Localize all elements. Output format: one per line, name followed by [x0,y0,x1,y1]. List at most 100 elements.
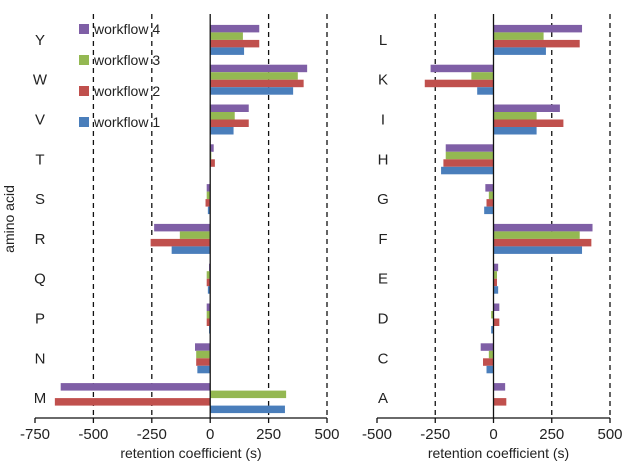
right-bar-C-workflow-1 [486,365,494,374]
left-category-label: M [34,390,47,407]
right-bar-E-workflow-4 [493,263,499,272]
right-bar-F-workflow-1 [493,246,583,254]
right-bar-C-workflow-3 [488,350,494,359]
legend-swatch-workflow-4 [79,24,89,34]
left-bar-P-workflow-3 [206,311,211,319]
right-bar-I-workflow-4 [493,104,560,112]
right-category-label: D [378,311,389,328]
right-bar-D-workflow-1 [491,326,494,334]
right-bar-H-workflow-1 [441,166,494,175]
right-x-axis-title: retention coefficient (s) [428,445,569,461]
right-bar-K-workflow-2 [424,79,494,88]
right-bar-G-workflow-1 [484,206,494,215]
left-bar-Y-workflow-2 [210,39,260,48]
legend-swatch-workflow-2 [79,86,89,96]
left-bar-P-workflow-4 [206,303,211,311]
left-category-label: V [35,112,45,129]
right-category-label: I [381,112,385,129]
left-y-axis-title: amino acid [1,185,17,253]
left-bar-Q-workflow-1 [207,286,211,294]
left-bar-N-workflow-2 [196,358,211,366]
right-category-label: H [378,151,389,168]
left-category-label: T [35,151,44,168]
left-bar-M-workflow-4 [60,383,211,391]
right-bar-E-workflow-3 [493,271,497,279]
left-bar-P-workflow-2 [206,318,211,326]
right-bar-K-workflow-3 [471,72,494,80]
right-bar-I-workflow-2 [493,119,564,127]
left-bar-R-workflow-3 [179,231,211,239]
legend-label-workflow-2: workflow 2 [93,83,160,99]
left-bar-R-workflow-4 [154,223,211,232]
right-bar-L-workflow-4 [493,24,583,33]
right-category-label: K [378,72,388,89]
left-x-tick-label: 500 [314,426,339,443]
legend-label-workflow-4: workflow 4 [93,21,160,37]
legend-swatch-workflow-3 [79,55,89,65]
right-bar-C-workflow-2 [483,358,494,366]
right-bar-H-workflow-2 [443,159,494,167]
left-bar-M-workflow-2 [54,398,211,406]
left-bar-W-workflow-2 [210,79,304,88]
left-bar-V-workflow-2 [210,119,249,127]
left-category-label: W [33,72,48,89]
right-x-tick-label: 500 [597,426,622,443]
left-bar-Y-workflow-4 [210,24,260,33]
left-x-axis-title: retention coefficient (s) [120,445,261,461]
left-category-label: S [35,191,45,208]
right-bar-L-workflow-3 [493,32,544,40]
right-category-label: G [377,191,389,208]
right-bar-D-workflow-2 [493,318,500,326]
left-category-label: P [35,311,45,328]
left-x-tick-label: 250 [256,426,281,443]
right-bar-L-workflow-2 [493,39,580,48]
right-bar-G-workflow-4 [485,184,494,192]
left-bar-V-workflow-3 [210,112,235,120]
left-bar-Q-workflow-3 [206,271,211,279]
right-bar-F-workflow-4 [493,223,593,232]
left-bar-V-workflow-4 [210,104,249,112]
right-bar-H-workflow-3 [445,151,494,160]
left-bar-T-workflow-2 [210,159,215,167]
left-bar-R-workflow-1 [171,246,211,254]
right-category-label: A [378,390,388,407]
right-bar-H-workflow-4 [445,144,494,152]
right-bar-K-workflow-1 [477,87,494,95]
left-bar-Q-workflow-2 [206,278,211,287]
left-bar-Y-workflow-1 [210,47,245,55]
left-bar-R-workflow-2 [150,238,211,247]
right-x-tick-label: -500 [362,426,392,443]
left-category-label: Y [35,32,45,49]
legend-swatch-workflow-1 [79,117,89,127]
right-bar-D-workflow-4 [493,303,500,311]
right-bar-I-workflow-3 [493,112,537,120]
left-x-tick-label: -250 [137,426,167,443]
legend-label-workflow-3: workflow 3 [93,52,160,68]
legend: workflow 4 workflow 3 workflow 2 workflow 1 [79,21,160,130]
right-bar-E-workflow-2 [493,278,497,287]
right-category-label: C [378,350,389,367]
right-bar-A-workflow-4 [493,383,506,391]
right-bar-E-workflow-1 [493,286,499,294]
left-category-label: N [35,350,46,367]
left-bar-N-workflow-3 [196,350,211,359]
right-category-label: L [379,32,387,49]
right-category-label: E [378,271,388,288]
left-category-label: R [35,231,46,248]
left-bar-N-workflow-1 [197,365,211,374]
right-x-tick-label: -250 [420,426,450,443]
right-bar-G-workflow-3 [488,191,494,200]
right-x-tick-label: 0 [489,426,497,443]
left-x-tick-label: 0 [206,426,214,443]
right-bar-L-workflow-1 [493,47,546,55]
left-bar-N-workflow-4 [195,343,211,351]
left-bar-W-workflow-1 [210,87,294,95]
left-bar-W-workflow-3 [210,72,298,80]
legend-label-workflow-1: workflow 1 [93,114,160,130]
left-bar-T-workflow-4 [210,144,214,152]
right-chart-panel: L K I H G F E D C A -500 -250 0 250 500 retention coeff… [362,14,623,461]
left-bar-Y-workflow-3 [210,32,243,40]
left-x-tick-label: -750 [20,426,50,443]
right-bar-G-workflow-2 [486,199,494,207]
